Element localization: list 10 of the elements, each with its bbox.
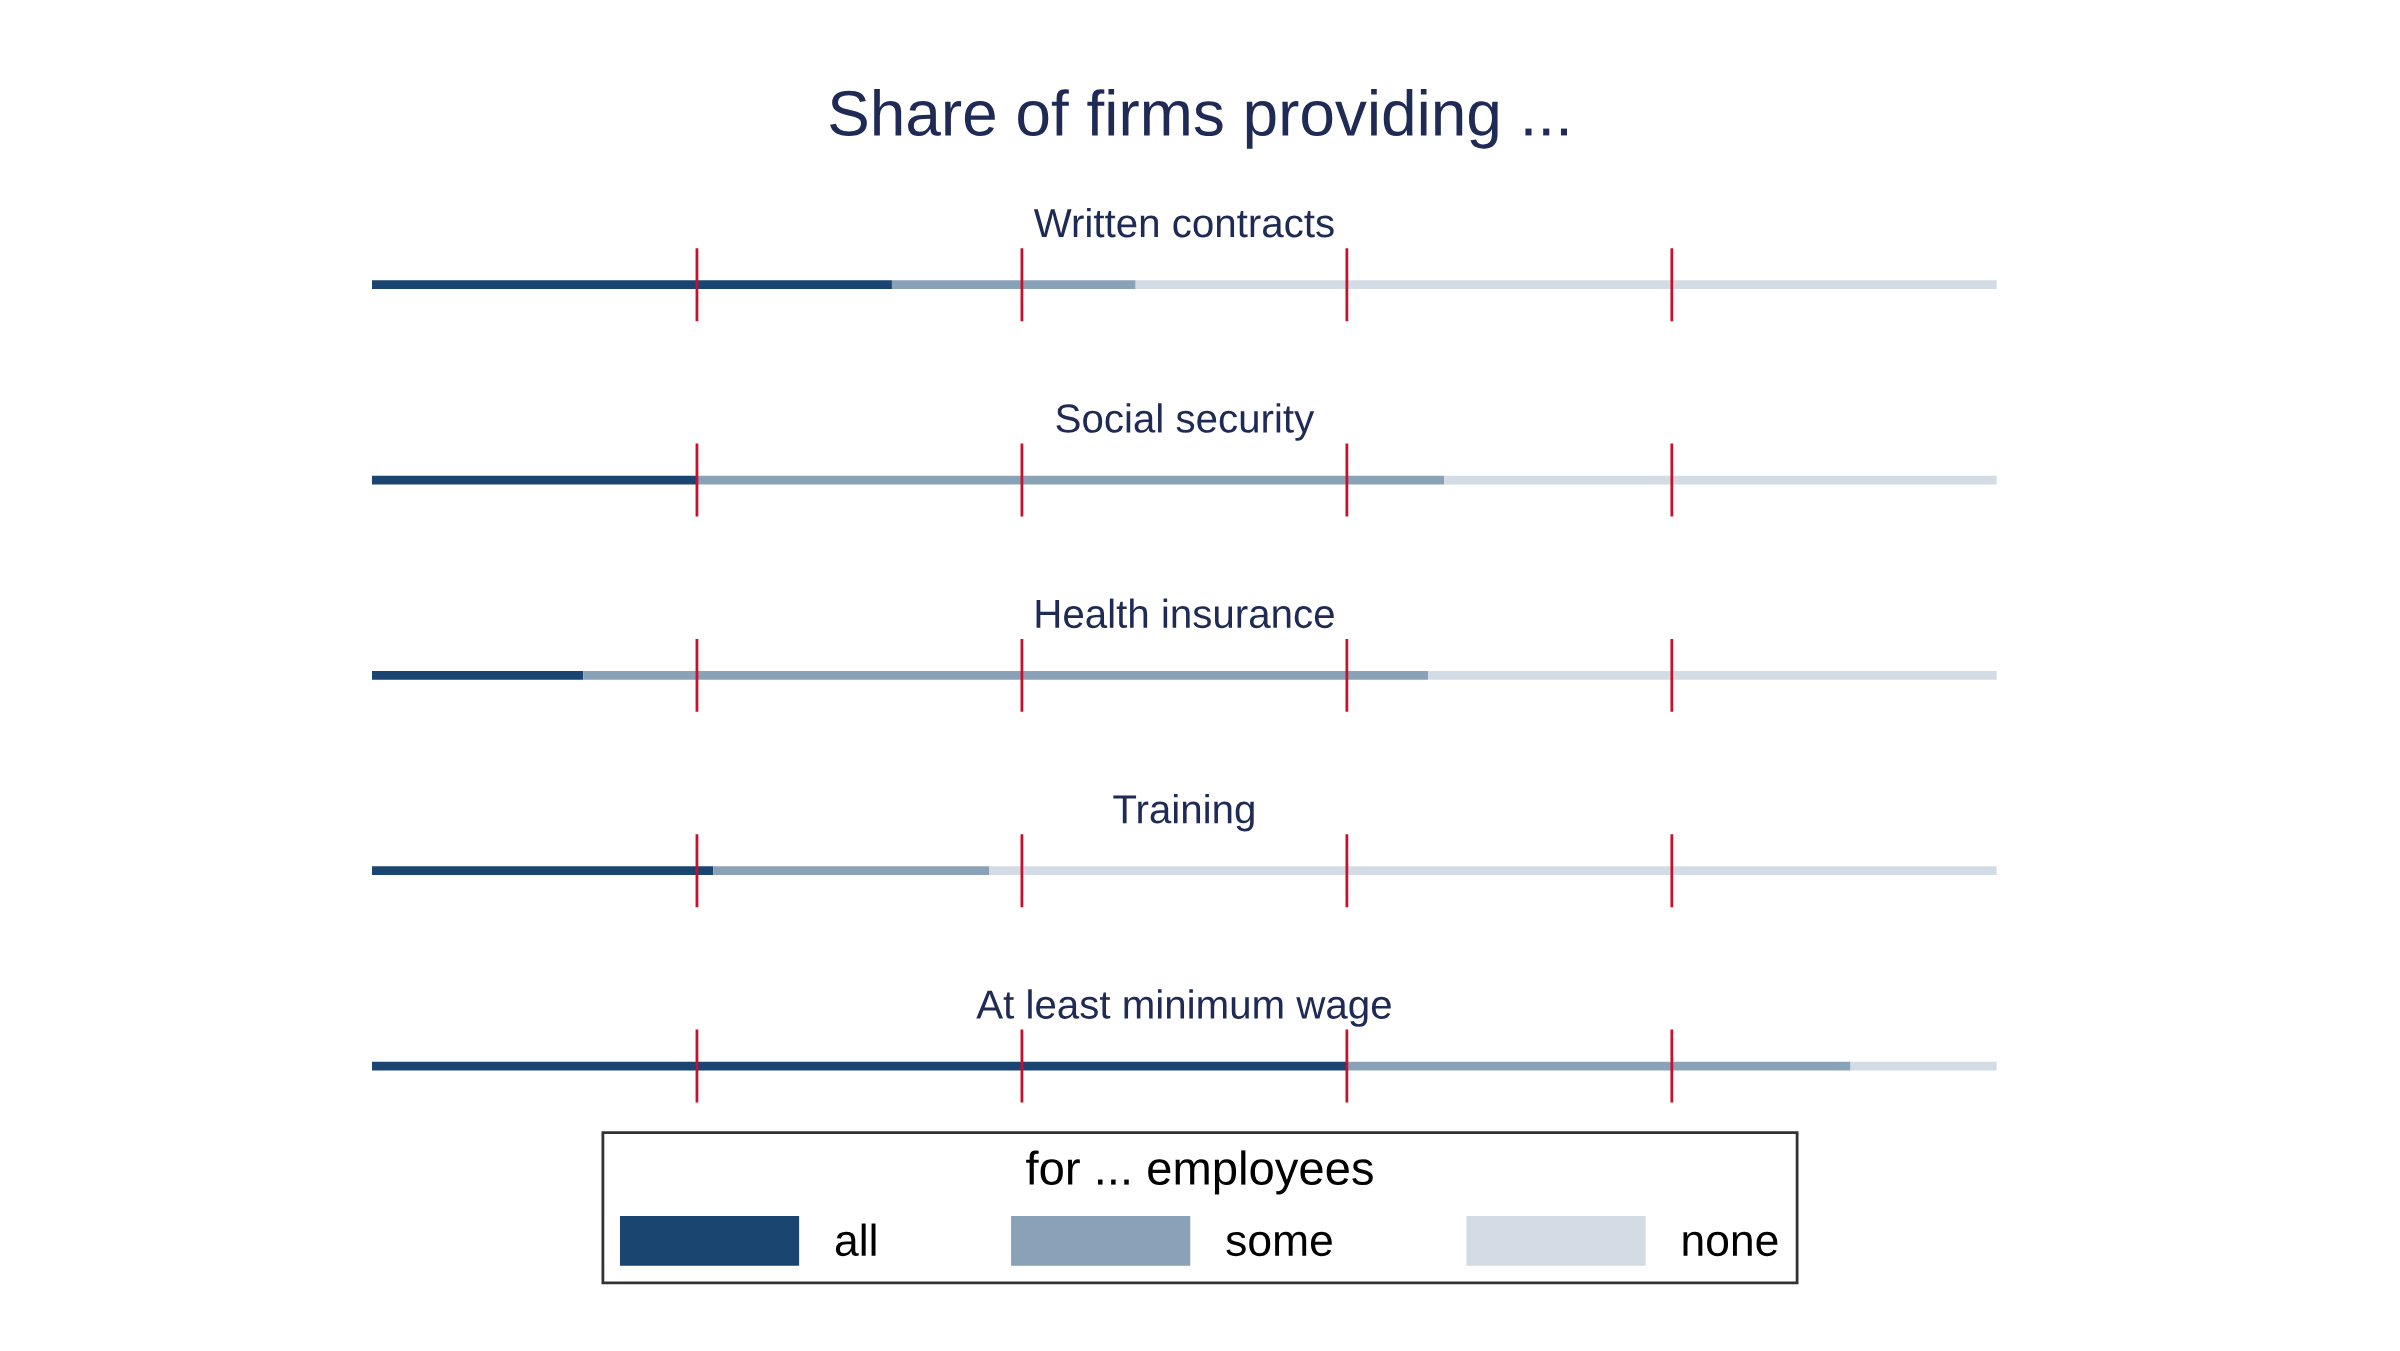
chart-title: Share of firms providing ...: [830, 89, 1568, 149]
chart-title: At least minimum wage: [976, 989, 1391, 1027]
legend-label: some: [1226, 1231, 1332, 1257]
chart-title: Training: [1113, 793, 1254, 832]
chart-title: Health insurance: [1036, 598, 1334, 629]
chart-title: Social security: [1056, 403, 1315, 441]
legend-title: for ... employees: [1026, 1150, 1373, 1195]
legend-label: none: [1683, 1231, 1778, 1257]
chart-subtitle: Written contracts: [1033, 207, 1334, 238]
legend-label: all: [835, 1223, 876, 1257]
